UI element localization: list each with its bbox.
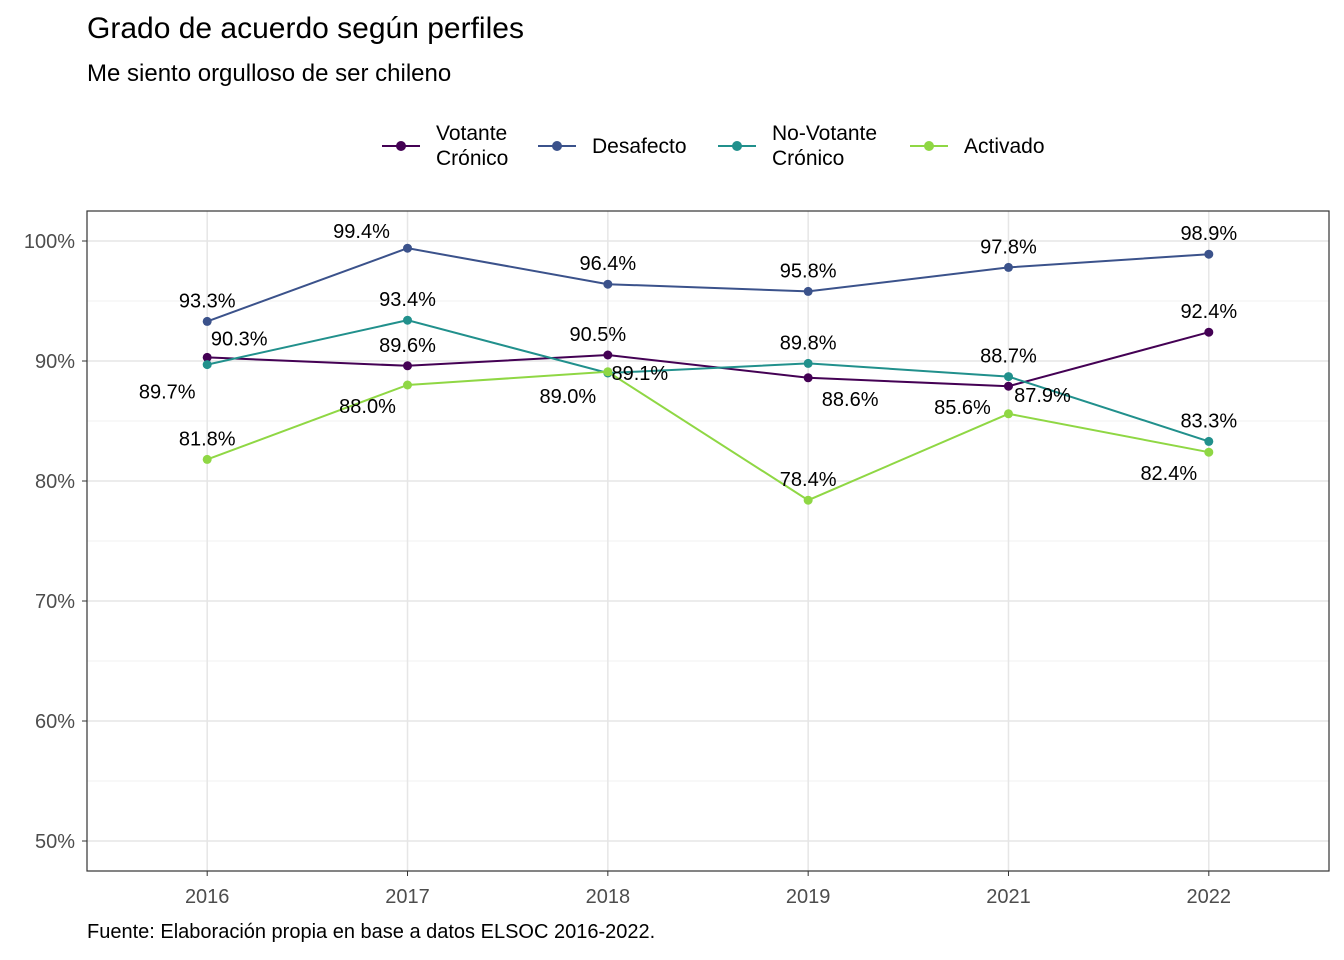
data-point-votante-cr-nico: [202, 352, 212, 362]
y-tick-label: 100%: [24, 231, 75, 253]
y-tick-label: 60%: [35, 711, 75, 733]
x-tick-label: 2017: [385, 886, 430, 908]
data-label: 89.8%: [780, 332, 837, 354]
legend-label-activado: Activado: [964, 134, 1045, 159]
data-point-no-votante-cr-nico: [803, 358, 813, 368]
data-label: 89.6%: [379, 335, 436, 357]
data-label: 83.3%: [1180, 410, 1237, 432]
legend-key-desafecto: [538, 139, 576, 153]
data-label: 90.3%: [211, 328, 268, 350]
data-point-votante-cr-nico: [403, 361, 413, 371]
data-point-votante-cr-nico: [1204, 327, 1214, 337]
legend-point: [924, 141, 934, 151]
legend-item-desafecto[interactable]: Desafecto: [538, 118, 687, 174]
legend-label-line: Crónico: [436, 147, 509, 170]
data-label: 89.0%: [539, 386, 596, 408]
chart-subtitle: Me siento orgulloso de ser chileno: [87, 60, 452, 87]
y-tick-label: 70%: [35, 591, 75, 613]
data-point-desafecto: [603, 279, 613, 289]
legend-point: [732, 141, 742, 151]
data-label: 93.3%: [179, 290, 236, 312]
data-label: 81.8%: [179, 428, 236, 450]
legend-key-no-votante-cronico: [718, 139, 756, 153]
y-tick-label: 80%: [35, 471, 75, 493]
data-point-no-votante-cr-nico: [1204, 436, 1214, 446]
data-label: 97.8%: [980, 236, 1037, 258]
data-label: 89.7%: [139, 382, 196, 404]
data-point-activado: [202, 454, 212, 464]
data-point-activado: [1204, 447, 1214, 457]
legend-label-line: No-Votante: [772, 122, 878, 145]
x-tick-label: 2021: [986, 886, 1031, 908]
data-point-desafecto: [403, 243, 413, 253]
legend-label-line: Votante: [436, 122, 508, 145]
series-line-no-votante-cr-nico: [206, 319, 1210, 443]
data-label: 92.4%: [1180, 301, 1237, 323]
legend-key-votante-cronico: [382, 139, 420, 153]
legend-label-no-votante-cronico: No-Votante Crónico: [772, 121, 877, 171]
data-label: 85.6%: [934, 397, 991, 419]
data-point-no-votante-cr-nico: [403, 315, 413, 325]
series-line-votante-cr-nico: [207, 331, 1210, 388]
data-label: 98.9%: [1180, 223, 1237, 245]
chart-caption: Fuente: Elaboración propia en base a dat…: [87, 921, 656, 943]
legend-label-line: Crónico: [772, 147, 845, 170]
data-point-desafecto: [1003, 262, 1013, 272]
x-tick-label: 2019: [786, 886, 831, 908]
data-label: 96.4%: [579, 253, 636, 275]
data-point-activado: [803, 495, 813, 505]
data-point-votante-cr-nico: [603, 350, 613, 360]
legend-label-line: Desafecto: [592, 134, 687, 158]
data-point-desafecto: [202, 316, 212, 326]
data-label: 82.4%: [1140, 463, 1197, 485]
legend-point: [552, 141, 562, 151]
data-label: 99.4%: [333, 221, 390, 243]
legend-item-activado[interactable]: Activado: [910, 118, 1045, 174]
y-tick-label: 50%: [35, 831, 75, 853]
series-line-activado: [206, 370, 1209, 502]
data-label: 89.1%: [611, 363, 668, 385]
x-tick-label: 2016: [185, 886, 230, 908]
legend-item-no-votante-cronico[interactable]: No-Votante Crónico: [718, 118, 877, 174]
plot-border: [86, 210, 1330, 872]
data-label: 88.0%: [339, 396, 396, 418]
data-label: 78.4%: [780, 469, 837, 491]
data-point-desafecto: [1204, 249, 1214, 259]
legend-key-activado: [910, 139, 948, 153]
data-label: 90.5%: [569, 324, 626, 346]
legend-item-votante-cronico[interactable]: Votante Crónico: [382, 118, 508, 174]
data-point-desafecto: [803, 286, 813, 296]
data-point-votante-cr-nico: [1003, 381, 1013, 391]
data-point-no-votante-cr-nico: [202, 360, 212, 370]
legend-label-desafecto: Desafecto: [592, 134, 687, 159]
data-point-no-votante-cr-nico: [1003, 372, 1013, 382]
data-label: 88.6%: [822, 389, 879, 411]
chart-title: Grado de acuerdo según perfiles: [87, 12, 524, 45]
data-label: 95.8%: [780, 260, 837, 282]
x-tick-label: 2022: [1187, 886, 1232, 908]
x-tick-label: 2018: [586, 886, 631, 908]
data-label: 88.7%: [980, 346, 1037, 368]
series-line-desafecto: [206, 247, 1209, 323]
data-point-activado: [1003, 409, 1013, 419]
legend-label-votante-cronico: Votante Crónico: [436, 121, 508, 171]
y-tick-label: 90%: [35, 351, 75, 373]
legend-point: [396, 141, 406, 151]
data-label: 93.4%: [379, 289, 436, 311]
data-point-activado: [603, 367, 613, 377]
data-label: 87.9%: [1014, 385, 1071, 407]
data-point-votante-cr-nico: [803, 373, 813, 383]
legend-label-line: Activado: [964, 134, 1045, 158]
data-point-activado: [403, 380, 413, 390]
legend: Votante Crónico Desafecto No-Votante Cróni…: [0, 118, 1344, 174]
